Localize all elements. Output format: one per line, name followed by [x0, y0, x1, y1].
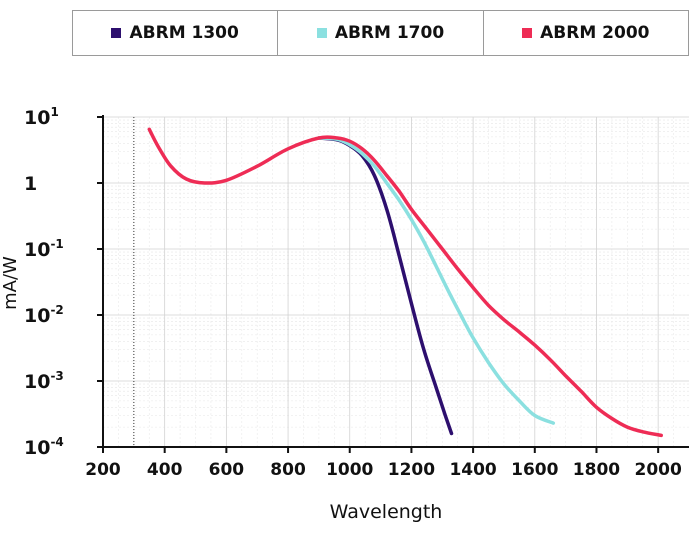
- x-axis-label: Wavelength: [330, 501, 443, 523]
- grid-minor: [103, 117, 689, 447]
- y-tick-label-exponent: -4: [50, 435, 63, 449]
- y-tick-label: 10-4: [24, 435, 64, 459]
- y-tick-label: 10-2: [24, 303, 64, 327]
- x-tick-label: 1600: [511, 460, 558, 480]
- x-tick-label: 2000: [634, 460, 681, 480]
- axes: [102, 115, 689, 448]
- series-lines: [147, 127, 663, 438]
- x-tick-label: 1000: [326, 460, 373, 480]
- x-tick-label: 200: [85, 460, 121, 480]
- y-tick-label: 1: [24, 173, 37, 195]
- legend-label-abrm-1300: ABRM 1300: [129, 23, 239, 43]
- x-tick-label: 1800: [573, 460, 620, 480]
- legend-item-abrm-1300[interactable]: ABRM 1300: [73, 11, 277, 55]
- x-tick-label: 1200: [388, 460, 435, 480]
- y-tick-label-base: 1: [24, 173, 37, 195]
- y-axis-label: mA/W: [0, 256, 21, 310]
- y-tick-label-base: 10: [24, 305, 50, 327]
- x-tick-label: 1400: [449, 460, 496, 480]
- legend-label-abrm-1700: ABRM 1700: [334, 23, 445, 43]
- series-line-abrm-2000: [147, 127, 663, 438]
- legend-swatch-abrm-1700: [316, 28, 327, 38]
- x-tick-label: 400: [147, 460, 183, 480]
- legend-swatch-abrm-1300: [111, 28, 122, 38]
- legend-swatch-abrm-2000: [522, 28, 533, 38]
- y-tick-label-exponent: -3: [50, 369, 63, 383]
- y-tick-label-exponent: 1: [50, 105, 58, 119]
- y-tick-label-base: 10: [24, 371, 50, 393]
- y-tick-label-exponent: -2: [50, 303, 63, 317]
- y-tick-label-base: 10: [24, 437, 50, 459]
- series-line-abrm-1700: [317, 136, 556, 425]
- y-tick-label-base: 10: [24, 239, 50, 261]
- legend-item-abrm-2000[interactable]: ABRM 2000: [482, 11, 688, 55]
- y-tick-label: 101: [24, 105, 59, 129]
- y-tick-label: 10-1: [24, 237, 64, 261]
- legend-label-abrm-2000: ABRM 2000: [540, 23, 650, 43]
- x-tick-label: 800: [270, 460, 306, 480]
- x-tick-label: 600: [209, 460, 245, 480]
- legend-item-abrm-1700[interactable]: ABRM 1700: [277, 11, 482, 55]
- y-tick-label: 10-3: [24, 369, 64, 393]
- legend: ABRM 1300 ABRM 1700 ABRM 2000: [72, 10, 689, 56]
- x-axis-ticks: 200 400 600 800 1000 1200 1400 1600 1800 2000: [85, 447, 682, 480]
- y-tick-label-exponent: -1: [50, 237, 63, 251]
- y-tick-label-base: 10: [24, 107, 50, 129]
